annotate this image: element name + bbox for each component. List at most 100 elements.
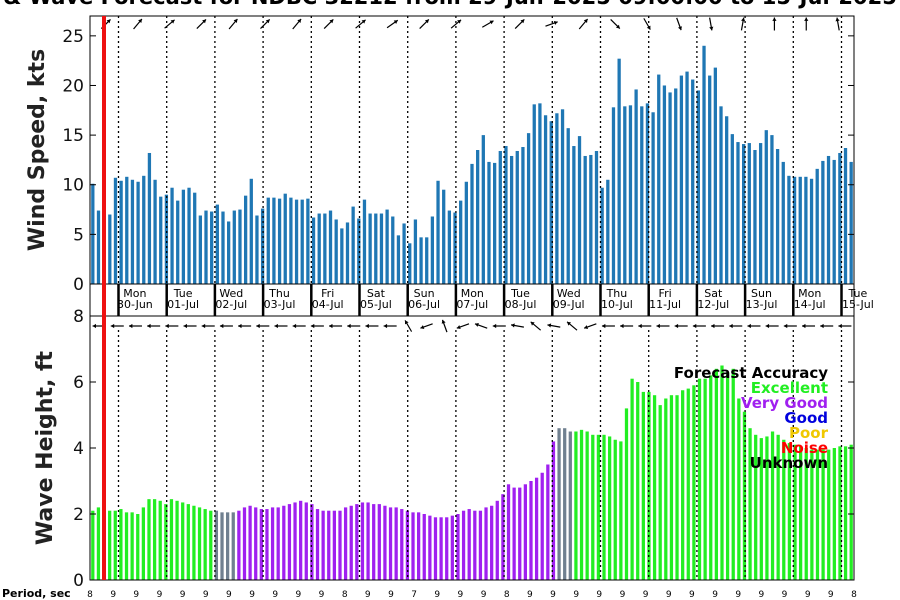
wave-bar	[720, 365, 724, 580]
y-tick-label: 6	[73, 373, 84, 393]
wave-direction-arrows	[92, 319, 852, 333]
direction-arrow	[676, 17, 682, 31]
direction-arrow	[133, 18, 143, 30]
wave-bar	[641, 391, 645, 580]
direction-arrow	[196, 18, 207, 30]
wind-bar	[758, 143, 763, 284]
period-value: 9	[759, 590, 765, 600]
y-tick-label: 15	[62, 126, 84, 146]
wave-bar	[737, 398, 741, 580]
wave-bar	[754, 434, 758, 580]
wind-bar	[345, 222, 350, 284]
wind-bar	[170, 187, 174, 284]
wind-bar	[736, 142, 740, 284]
wind-bar	[792, 176, 797, 284]
direction-arrow	[165, 323, 179, 329]
wind-bar	[323, 213, 327, 284]
period-value: 9	[550, 590, 556, 600]
direction-arrow	[404, 320, 413, 332]
wave-bar	[259, 509, 263, 580]
wind-bar	[713, 67, 717, 284]
y-tick-label: 10	[62, 176, 84, 196]
wave-bar	[709, 375, 713, 580]
day-of-week-label: Thu	[268, 287, 290, 300]
legend-item-poor: Poor	[789, 424, 829, 442]
wind-bar	[368, 213, 372, 284]
wave-bar	[692, 385, 696, 580]
direction-arrow	[545, 20, 558, 27]
direction-arrow	[183, 323, 197, 329]
wind-bar	[628, 105, 633, 284]
wind-bar	[770, 135, 774, 284]
wind-bar	[311, 217, 316, 284]
wind-bar	[328, 210, 333, 284]
wind-bar	[125, 176, 129, 284]
period-value: 9	[272, 590, 278, 600]
wind-bar	[232, 210, 236, 284]
wave-bar	[422, 514, 426, 580]
wind-y-axis-label: Wind Speed, kts	[25, 49, 50, 251]
wind-bar	[408, 243, 412, 284]
period-value: 8	[504, 590, 510, 600]
wind-bar	[436, 180, 440, 284]
date-label: 04-Jul	[312, 298, 344, 311]
wind-bar	[521, 147, 525, 284]
period-value: 9	[643, 590, 649, 600]
wave-bar	[355, 504, 359, 580]
wind-bar	[204, 210, 208, 284]
wave-bar	[602, 434, 606, 580]
period-value: 8	[87, 590, 93, 600]
wave-bar	[619, 441, 623, 580]
wind-bar	[147, 152, 152, 284]
wave-bar	[529, 481, 533, 580]
wave-bar	[248, 505, 252, 580]
wind-bar	[272, 197, 276, 284]
wind-bar	[459, 200, 463, 284]
period-value: 9	[527, 590, 533, 600]
day-of-week-label: Fri	[659, 287, 672, 300]
wind-bar	[470, 163, 474, 284]
wave-bar	[315, 509, 320, 580]
wind-bar	[549, 121, 553, 285]
direction-arrow	[365, 323, 379, 329]
wave-bar	[327, 510, 331, 580]
wave-bar	[501, 494, 505, 580]
wave-bar	[568, 431, 572, 580]
direction-arrow	[638, 323, 652, 329]
wave-bar	[551, 441, 556, 580]
day-of-week-label: Sun	[414, 287, 435, 300]
wave-bar	[343, 507, 348, 580]
direction-arrow	[450, 19, 462, 29]
wind-bar	[719, 106, 723, 284]
wave-bar	[591, 434, 595, 580]
wave-bar	[815, 449, 820, 580]
period-value: 9	[689, 590, 695, 600]
day-of-week-label: Wed	[557, 287, 581, 300]
wind-bar	[362, 199, 367, 284]
wind-bar	[334, 219, 338, 284]
y-tick-label: 0	[73, 571, 84, 591]
wind-bar	[487, 161, 491, 284]
wind-bar	[442, 189, 446, 284]
wind-bar	[657, 74, 661, 284]
wind-bar	[238, 209, 242, 284]
period-value: 9	[735, 590, 741, 600]
wind-bar	[357, 218, 361, 284]
wave-bar	[164, 504, 168, 580]
wave-bar	[776, 434, 780, 580]
wind-bar	[753, 150, 757, 284]
direction-arrow	[747, 323, 761, 329]
wave-bar	[417, 512, 421, 580]
wave-bar	[169, 499, 174, 580]
wave-bar	[287, 504, 292, 580]
direction-arrow	[419, 18, 430, 30]
wind-bar	[555, 113, 559, 285]
wind-bar	[413, 219, 418, 284]
wave-bar	[512, 487, 516, 580]
wave-bar	[197, 507, 202, 580]
wave-bar	[226, 512, 230, 580]
wind-bar	[181, 189, 186, 284]
wave-bar	[186, 504, 190, 580]
y-tick-label: 4	[73, 439, 84, 459]
day-of-week-label: Fri	[321, 287, 334, 300]
